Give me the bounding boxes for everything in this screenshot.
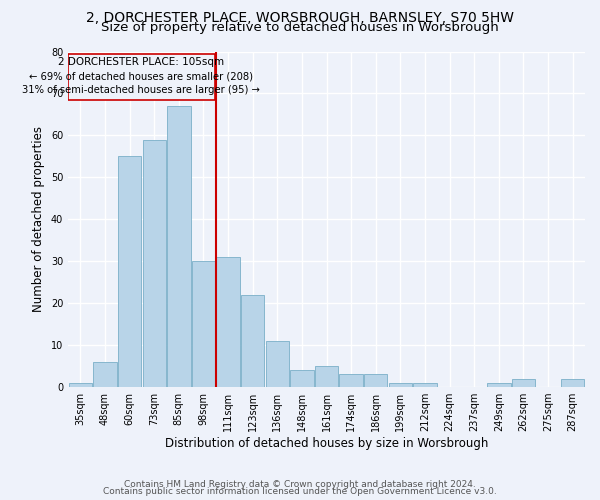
Bar [266,341,289,387]
Bar [512,378,535,387]
Bar [487,383,511,387]
Bar [118,156,141,387]
X-axis label: Distribution of detached houses by size in Worsbrough: Distribution of detached houses by size … [165,437,488,450]
Text: Size of property relative to detached houses in Worsbrough: Size of property relative to detached ho… [101,22,499,35]
Text: 31% of semi-detached houses are larger (95) →: 31% of semi-detached houses are larger (… [22,85,260,95]
Bar [167,106,191,387]
FancyBboxPatch shape [68,54,215,100]
Y-axis label: Number of detached properties: Number of detached properties [32,126,45,312]
Bar [217,257,240,387]
Text: 2 DORCHESTER PLACE: 105sqm: 2 DORCHESTER PLACE: 105sqm [58,57,224,67]
Bar [192,261,215,387]
Bar [143,140,166,387]
Bar [340,374,363,387]
Text: 2, DORCHESTER PLACE, WORSBROUGH, BARNSLEY, S70 5HW: 2, DORCHESTER PLACE, WORSBROUGH, BARNSLE… [86,11,514,25]
Bar [389,383,412,387]
Bar [290,370,314,387]
Bar [413,383,437,387]
Bar [561,378,584,387]
Bar [241,295,265,387]
Bar [68,383,92,387]
Bar [315,366,338,387]
Text: Contains HM Land Registry data © Crown copyright and database right 2024.: Contains HM Land Registry data © Crown c… [124,480,476,489]
Text: ← 69% of detached houses are smaller (208): ← 69% of detached houses are smaller (20… [29,71,253,81]
Bar [93,362,116,387]
Text: Contains public sector information licensed under the Open Government Licence v3: Contains public sector information licen… [103,487,497,496]
Bar [364,374,388,387]
